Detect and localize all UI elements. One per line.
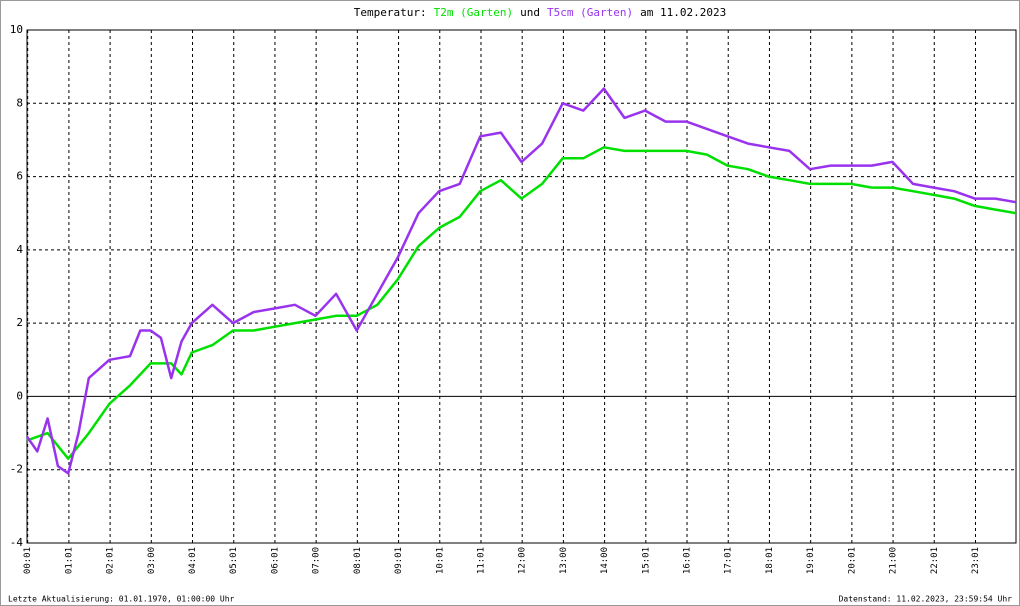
x-tick-label: 05:01: [229, 547, 239, 574]
x-tick-label: 08:01: [353, 547, 363, 574]
y-tick-label: 8: [16, 96, 23, 109]
series-line: [26, 146, 1017, 460]
legend-label: T5cm (Garten): [547, 6, 633, 19]
x-tick-label: 03:00: [147, 547, 157, 574]
footer-right: Datenstand: 11.02.2023, 23:59:54 Uhr: [839, 595, 1013, 604]
x-tick-label: 19:01: [806, 547, 816, 574]
chart-title: Temperatur: T2m (Garten) und T5cm (Garten) a…: [354, 6, 726, 19]
x-tick-label: 12:00: [518, 547, 528, 574]
x-tick-label: 15:01: [641, 547, 651, 574]
plot-border: [26, 29, 1017, 544]
y-tick-label: 2: [16, 316, 23, 329]
x-tick-label: 10:01: [435, 547, 445, 574]
x-tick-label: 06:01: [270, 547, 280, 574]
title-part: und: [520, 6, 540, 19]
x-tick-label: 04:01: [188, 547, 198, 574]
x-tick-label: 14:00: [600, 547, 610, 574]
y-tick-label: 4: [16, 243, 23, 256]
x-tick-label: 00:01: [23, 547, 33, 574]
x-tick-label: 21:00: [889, 547, 899, 574]
x-tick-label: 13:00: [559, 547, 569, 574]
x-tick-label: 16:01: [683, 547, 693, 574]
x-tick-label: 09:01: [394, 547, 404, 574]
y-tick-label: 0: [16, 389, 23, 402]
x-tick-label: 23:01: [971, 547, 981, 574]
y-tick-label: -4: [10, 536, 24, 549]
y-tick-label: 6: [16, 170, 23, 183]
x-tick-label: 22:01: [930, 547, 940, 574]
x-tick-label: 07:00: [312, 547, 322, 574]
x-tick-label: 18:01: [765, 547, 775, 574]
title-part: Temperatur:: [354, 6, 427, 19]
x-tick-label: 01:01: [64, 547, 74, 574]
legend-label: T2m (Garten): [434, 6, 513, 19]
footer-left: Letzte Aktualisierung: 01.01.1970, 01:00…: [8, 595, 235, 604]
title-part: am 11.02.2023: [640, 6, 726, 19]
x-tick-label: 17:01: [724, 547, 734, 574]
series-line: [25, 87, 1017, 475]
x-tick-label: 02:01: [106, 547, 116, 574]
y-tick-label: 10: [10, 23, 23, 36]
y-tick-label: -2: [10, 463, 23, 476]
x-tick-label: 20:01: [847, 547, 857, 574]
x-tick-label: 11:01: [476, 547, 486, 574]
